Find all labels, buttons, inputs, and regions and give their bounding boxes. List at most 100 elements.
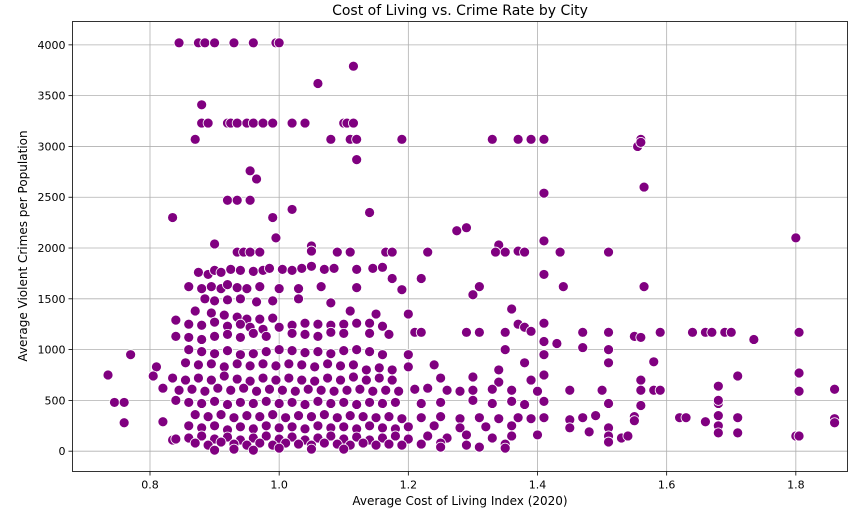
data-point bbox=[196, 283, 208, 295]
data-point bbox=[318, 437, 330, 449]
data-point bbox=[499, 246, 511, 258]
data-point bbox=[267, 295, 279, 307]
data-point bbox=[415, 398, 427, 409]
data-point bbox=[451, 225, 463, 237]
data-point bbox=[732, 427, 744, 439]
data-point bbox=[335, 360, 346, 372]
data-point bbox=[364, 420, 375, 432]
data-point bbox=[170, 433, 182, 445]
data-point bbox=[306, 411, 317, 423]
data-point bbox=[286, 327, 298, 339]
data-point bbox=[506, 430, 518, 442]
data-point bbox=[402, 349, 414, 361]
data-point bbox=[270, 232, 282, 244]
data-point bbox=[351, 282, 363, 294]
data-point bbox=[251, 173, 262, 185]
data-point bbox=[338, 318, 350, 330]
data-point bbox=[170, 330, 182, 342]
data-point bbox=[377, 261, 388, 273]
data-point bbox=[286, 345, 298, 357]
data-point bbox=[409, 383, 421, 395]
data-point bbox=[538, 349, 550, 361]
data-point bbox=[264, 383, 275, 395]
data-point bbox=[422, 382, 434, 394]
y-tick-label: 4000 bbox=[38, 39, 66, 52]
x-axis-ticks: 0.8 1.0 1.2 1.4 1.6 1.8 bbox=[141, 471, 805, 492]
data-point bbox=[222, 294, 233, 306]
data-point bbox=[260, 420, 272, 432]
data-point bbox=[222, 345, 233, 357]
data-point bbox=[538, 317, 550, 329]
data-point bbox=[467, 289, 479, 301]
data-point bbox=[706, 326, 718, 338]
grid-lines bbox=[72, 21, 848, 472]
data-point bbox=[247, 444, 259, 456]
data-point bbox=[193, 267, 204, 278]
data-point bbox=[209, 420, 220, 432]
data-point bbox=[331, 412, 343, 424]
data-point bbox=[435, 372, 447, 384]
data-point bbox=[225, 263, 237, 275]
data-point bbox=[157, 416, 169, 428]
data-point bbox=[712, 410, 724, 422]
data-point bbox=[238, 382, 250, 394]
data-point bbox=[306, 245, 317, 257]
data-point bbox=[367, 385, 379, 397]
data-point bbox=[348, 359, 359, 371]
data-point bbox=[222, 279, 233, 290]
data-point bbox=[635, 332, 647, 343]
data-point bbox=[296, 374, 308, 386]
data-point bbox=[312, 420, 324, 432]
data-point bbox=[231, 194, 243, 206]
data-point bbox=[218, 370, 230, 382]
data-point bbox=[603, 326, 614, 338]
data-point bbox=[532, 429, 543, 441]
data-point bbox=[680, 412, 692, 424]
data-point bbox=[435, 441, 447, 453]
data-point bbox=[222, 328, 233, 340]
data-point bbox=[251, 385, 262, 397]
data-point bbox=[793, 385, 805, 397]
data-point bbox=[199, 385, 211, 397]
data-point bbox=[493, 376, 505, 388]
data-point bbox=[493, 364, 505, 376]
data-point bbox=[196, 334, 208, 345]
data-point bbox=[273, 344, 285, 356]
data-point bbox=[186, 383, 198, 395]
data-point bbox=[461, 222, 472, 234]
data-point bbox=[364, 317, 375, 329]
data-point bbox=[199, 37, 211, 49]
data-point bbox=[276, 384, 288, 396]
data-point bbox=[257, 358, 269, 370]
data-point bbox=[473, 281, 485, 293]
data-point bbox=[228, 412, 240, 424]
data-point bbox=[199, 293, 211, 305]
data-point bbox=[235, 293, 246, 305]
data-point bbox=[393, 385, 405, 397]
data-point bbox=[354, 383, 366, 395]
data-point bbox=[396, 133, 408, 145]
data-point bbox=[215, 409, 227, 421]
data-point bbox=[603, 436, 614, 448]
data-point bbox=[396, 439, 408, 451]
data-point bbox=[312, 318, 324, 330]
data-point bbox=[364, 346, 375, 358]
chart-title: Cost of Living vs. Crime Rate by City bbox=[332, 3, 588, 19]
data-point bbox=[170, 314, 182, 326]
data-point bbox=[454, 422, 466, 434]
data-point bbox=[493, 413, 505, 425]
data-point bbox=[386, 374, 398, 386]
y-tick-label: 3000 bbox=[38, 140, 66, 153]
data-point bbox=[428, 420, 440, 432]
data-point bbox=[196, 430, 208, 442]
data-point bbox=[209, 348, 220, 360]
data-point bbox=[283, 358, 295, 370]
data-point bbox=[512, 412, 524, 424]
data-point bbox=[348, 117, 359, 129]
data-point bbox=[486, 398, 498, 409]
data-point bbox=[205, 307, 217, 319]
data-point bbox=[254, 313, 266, 325]
data-point bbox=[273, 398, 285, 409]
data-point bbox=[344, 410, 356, 422]
data-point bbox=[732, 412, 744, 424]
